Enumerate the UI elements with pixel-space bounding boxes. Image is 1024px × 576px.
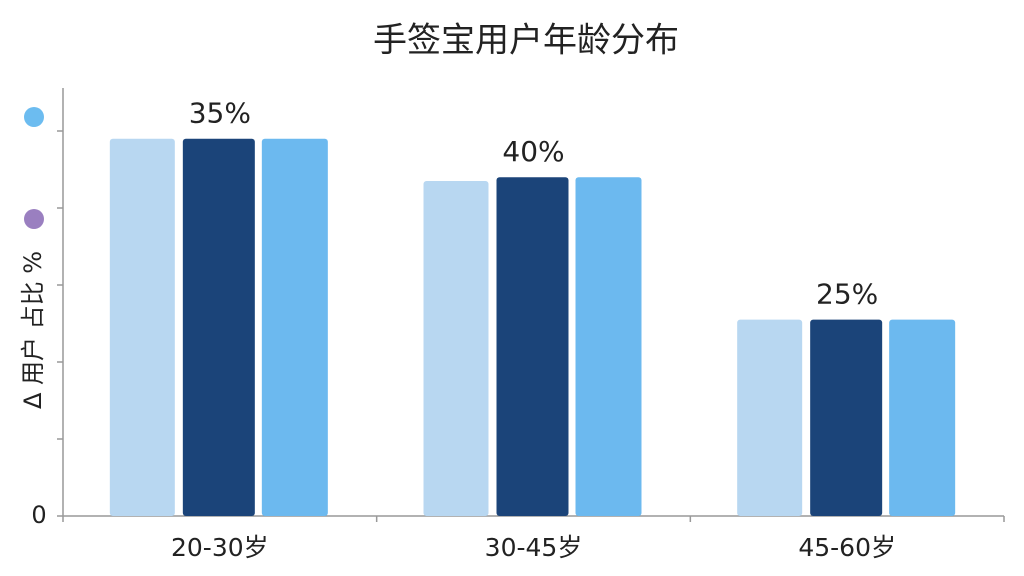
bar [423, 181, 489, 517]
bar [109, 138, 175, 516]
bar [182, 138, 255, 516]
legend-dot [24, 107, 44, 127]
bar [889, 319, 956, 516]
bar [575, 177, 642, 516]
x-tick-label: 45-60岁 [798, 533, 896, 562]
data-label: 25% [816, 278, 878, 311]
bar [810, 319, 883, 516]
y-tick-label: 0 [31, 501, 46, 529]
bar [496, 177, 569, 516]
x-tick-label: 20-30岁 [171, 533, 269, 562]
chart-title: 手签宝用户年龄分布 [373, 21, 679, 61]
x-tick-label: 30-45岁 [485, 533, 583, 562]
legend-dot [24, 209, 44, 229]
bar [737, 319, 803, 516]
data-label: 35% [189, 97, 251, 130]
y-axis-label: Δ 用户 占比 % [19, 251, 47, 409]
data-label: 40% [502, 135, 564, 168]
bar [261, 138, 328, 516]
